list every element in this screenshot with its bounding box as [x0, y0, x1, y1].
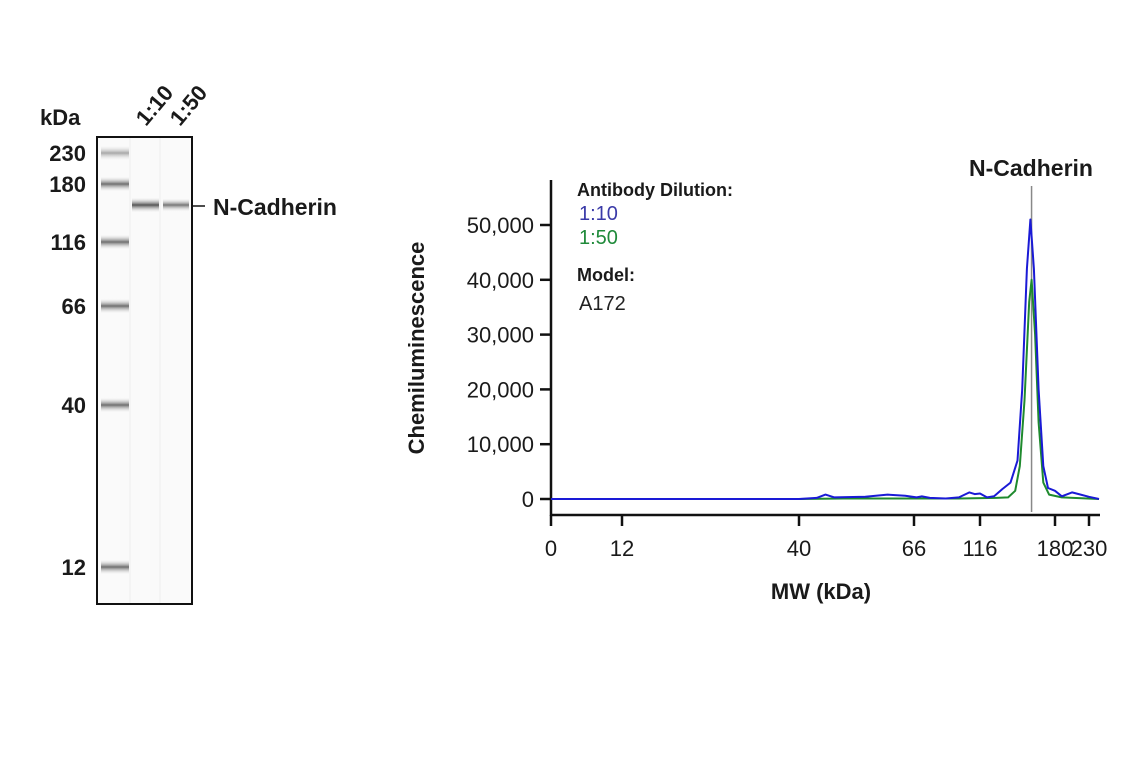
x-tick-label: 116 [962, 536, 997, 561]
x-axis-label: MW (kDa) [771, 579, 871, 604]
x-tick-label: 66 [902, 536, 926, 561]
x-tick-label: 12 [610, 536, 634, 561]
ladder-band [101, 397, 129, 413]
chart-panel: 0 10,000 20,000 30,000 40,000 50,000 0 12 40 66 1… [404, 155, 1107, 604]
marker-label: 230 [49, 141, 86, 166]
ladder-band [101, 234, 129, 250]
legend-item-1-10: 1:10 [579, 203, 618, 225]
kda-label: kDa [40, 105, 81, 130]
x-tick-label: 230 [1071, 536, 1108, 561]
marker-label: 66 [62, 294, 86, 319]
marker-label: 40 [62, 393, 86, 418]
model-heading: Model: [577, 265, 635, 285]
series-line-1-10 [551, 218, 1100, 500]
y-tick-label: 0 [522, 487, 534, 512]
chart-title: N-Cadherin [969, 155, 1093, 181]
y-tick-label: 30,000 [467, 323, 534, 348]
band-1-10 [132, 197, 159, 213]
ladder-band [101, 176, 129, 192]
blot-frame [96, 136, 193, 605]
y-tick-label: 40,000 [467, 268, 534, 293]
ladder-band [101, 145, 129, 161]
y-tick-label: 50,000 [467, 213, 534, 238]
band-label: N-Cadherin [213, 194, 337, 220]
y-tick-label: 20,000 [467, 377, 534, 402]
band-1-50 [163, 198, 189, 212]
lane-label-1-50: 1:50 [165, 80, 212, 130]
legend-heading: Antibody Dilution: [577, 180, 733, 200]
y-axis-label: Chemiluminescence [404, 242, 429, 455]
marker-label: 12 [62, 555, 86, 580]
x-tick-label: 0 [545, 536, 557, 561]
marker-label: 116 [51, 230, 87, 255]
x-tick-label: 40 [787, 536, 811, 561]
ladder-band [101, 559, 129, 575]
marker-label: 180 [49, 172, 86, 197]
series-line-1-50 [551, 278, 1100, 500]
ladder-band [101, 298, 129, 314]
model-value: A172 [579, 293, 626, 315]
y-tick-label: 10,000 [467, 432, 534, 457]
x-tick-label: 180 [1037, 536, 1074, 561]
legend-item-1-50: 1:50 [579, 227, 618, 249]
